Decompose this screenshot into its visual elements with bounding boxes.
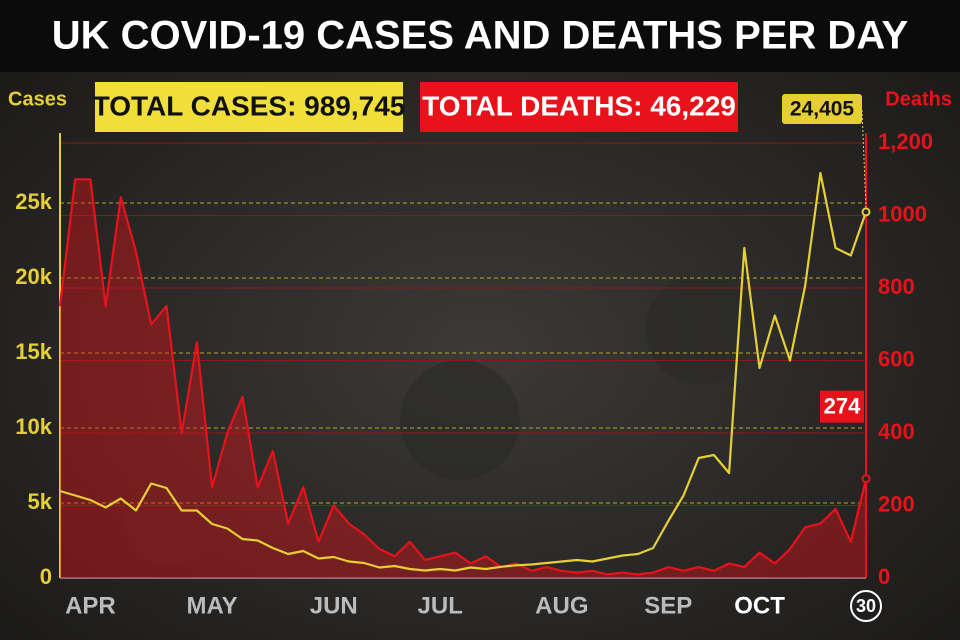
- texture: [400, 360, 520, 480]
- y2-tick-label: 400: [878, 419, 915, 444]
- y2-tick-label: 1,200: [878, 129, 933, 154]
- line: [58, 178, 868, 576]
- y-tick-label: 10k: [15, 414, 52, 439]
- title-bar: [0, 0, 960, 72]
- annotation-box: [420, 82, 738, 132]
- y2-tick-label: 200: [878, 491, 915, 516]
- y2-tick-label: 600: [878, 346, 915, 371]
- value-label: 24,405: [790, 98, 855, 121]
- point: [861, 474, 871, 484]
- value-label: 274: [824, 393, 861, 418]
- y2-tick-label: 1000: [878, 201, 927, 226]
- texture: [125, 475, 215, 565]
- annotation: TOTAL CASES: 989,745: [93, 90, 406, 121]
- y-tick-label: 20k: [15, 264, 52, 289]
- y2-tick-label: 800: [878, 274, 915, 299]
- leader: [861, 109, 867, 207]
- chart-title: UK COVID-19 CASES AND DEATHS PER DAY: [52, 14, 909, 58]
- x-tick-label: SEP: [644, 592, 692, 619]
- line: [59, 171, 868, 572]
- y2-axis-label: Deaths: [885, 88, 952, 110]
- point: [861, 207, 871, 217]
- y-tick-label: 15k: [15, 339, 52, 364]
- x-tick-label: AUG: [535, 592, 588, 619]
- x-tick-label: OCT: [734, 592, 785, 619]
- texture: [645, 275, 755, 385]
- x-tick-label: APR: [65, 592, 116, 619]
- y-axis-label: Cases: [8, 88, 67, 110]
- y-tick-label: 25k: [15, 189, 52, 214]
- annotation: TOTAL DEATHS: 46,229: [422, 90, 736, 121]
- x-tick-label: 30: [856, 596, 876, 616]
- x-tick-label: JUN: [310, 592, 358, 619]
- y-tick-label: 0: [40, 564, 52, 589]
- y-tick-label: 5k: [28, 489, 53, 514]
- x-tick-label: MAY: [187, 592, 238, 619]
- date-marker: [850, 590, 882, 622]
- x-tick-label: JUL: [418, 592, 463, 619]
- annotation-box: [95, 82, 403, 132]
- value-label-box: [782, 94, 862, 124]
- value-label-box: [820, 390, 864, 423]
- y2-tick-label: 0: [878, 564, 890, 589]
- area: [60, 179, 866, 579]
